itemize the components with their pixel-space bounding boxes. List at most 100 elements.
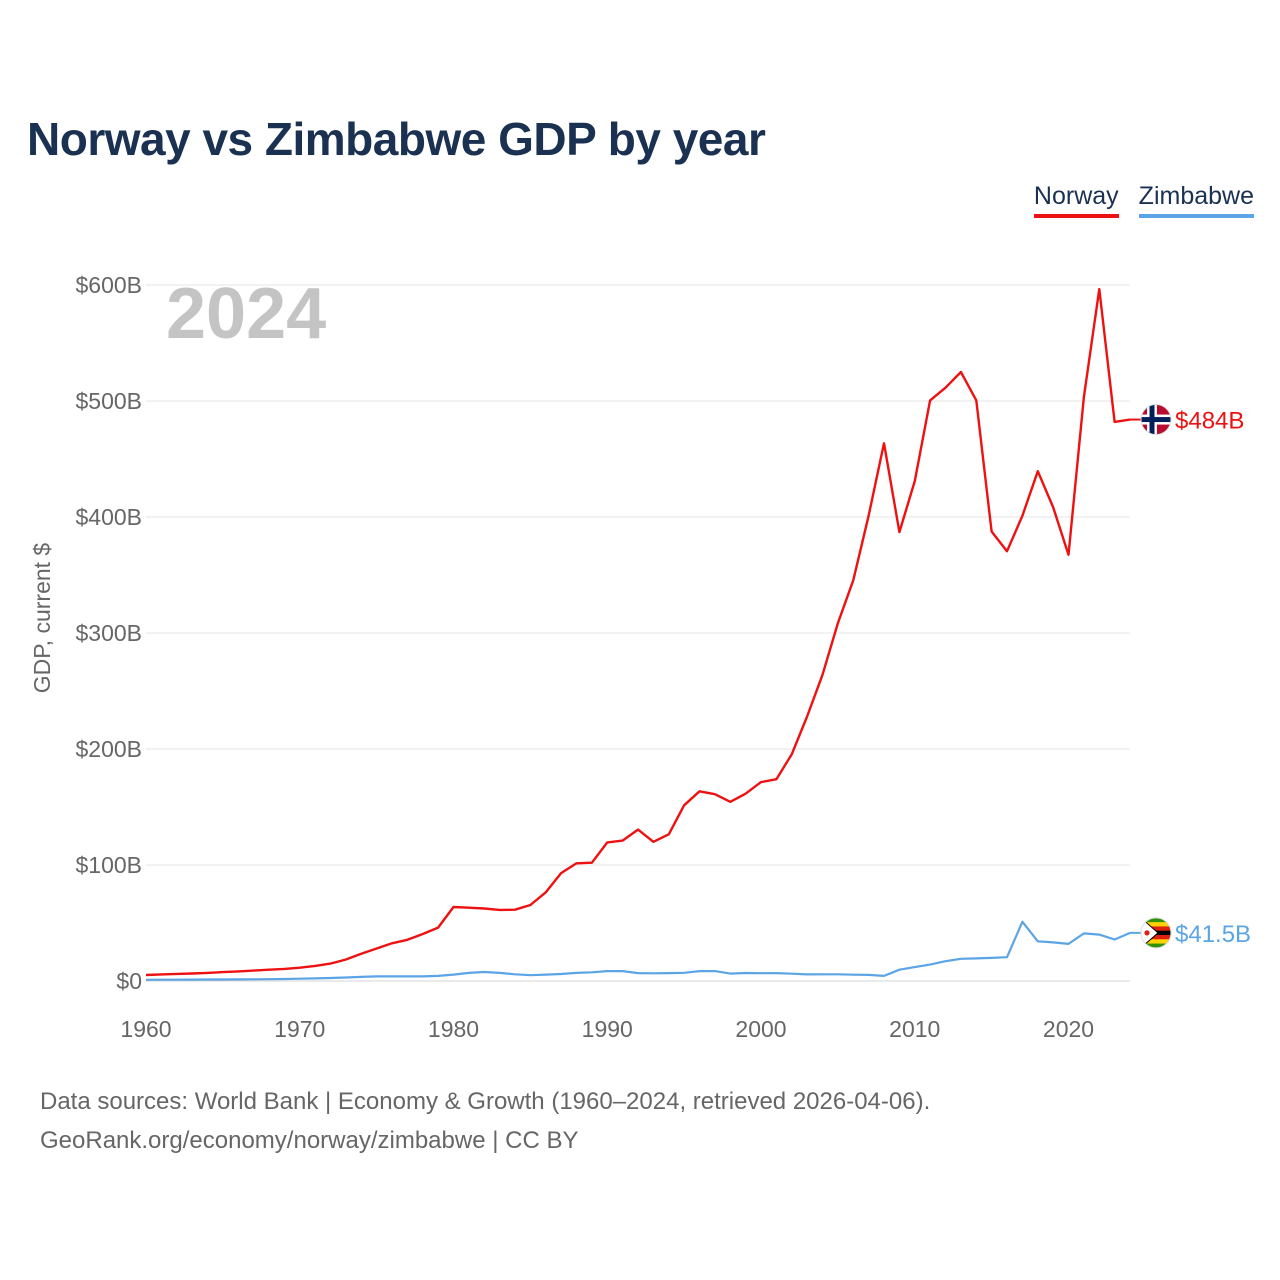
x-tick-label: 1980: [428, 1016, 479, 1042]
legend: Norway Zimbabwe: [1033, 182, 1254, 218]
data-point-zimbabwe: [1097, 932, 1101, 936]
data-point-zimbabwe: [421, 974, 425, 978]
data-point-zimbabwe: [205, 977, 209, 981]
data-point-zimbabwe: [1112, 937, 1116, 941]
data-point-zimbabwe: [651, 971, 655, 975]
year-watermark: 2024: [166, 274, 326, 354]
data-point-zimbabwe: [682, 971, 686, 975]
data-point-zimbabwe: [251, 977, 255, 981]
end-value-label-zimbabwe: $41.5B: [1175, 921, 1251, 948]
x-tick-label: 2020: [1043, 1016, 1094, 1042]
data-point-zimbabwe: [451, 972, 455, 976]
data-point-norway: [205, 971, 209, 975]
data-point-norway: [805, 714, 809, 718]
data-point-norway: [528, 903, 532, 907]
data-point-norway: [221, 970, 225, 974]
data-point-norway: [790, 752, 794, 756]
y-tick-label: $600B: [75, 272, 142, 298]
data-point-norway: [497, 908, 501, 912]
data-point-zimbabwe: [1066, 942, 1070, 946]
data-point-norway: [190, 971, 194, 975]
x-tick-label: 1970: [274, 1016, 325, 1042]
footer: Data sources: World Bank | Economy & Gro…: [40, 1082, 930, 1160]
data-point-norway: [1020, 514, 1024, 518]
data-point-zimbabwe: [1082, 931, 1086, 935]
data-point-norway: [374, 946, 378, 950]
data-point-zimbabwe: [390, 974, 394, 978]
data-point-norway: [697, 789, 701, 793]
data-point-zimbabwe: [467, 971, 471, 975]
data-point-norway: [451, 905, 455, 909]
data-point-zimbabwe: [282, 977, 286, 981]
data-point-zimbabwe: [328, 976, 332, 980]
data-point-zimbabwe: [774, 971, 778, 975]
data-point-norway: [282, 967, 286, 971]
data-point-zimbabwe: [374, 974, 378, 978]
data-point-zimbabwe: [528, 973, 532, 977]
series-line-zimbabwe: [145, 920, 1131, 981]
data-point-norway: [651, 840, 655, 844]
zimbabwe-flag-icon: [1140, 917, 1172, 949]
data-point-norway: [513, 907, 517, 911]
data-point-norway: [436, 925, 440, 929]
data-point-norway: [544, 890, 548, 894]
data-point-norway: [236, 969, 240, 973]
series-line-norway: [145, 287, 1131, 977]
data-point-zimbabwe: [697, 969, 701, 973]
y-tick-label: $200B: [75, 736, 142, 762]
data-point-zimbabwe: [359, 975, 363, 979]
data-point-zimbabwe: [882, 974, 886, 978]
data-point-zimbabwe: [1036, 939, 1040, 943]
data-point-norway: [1097, 287, 1101, 291]
data-point-norway: [559, 871, 563, 875]
data-point-zimbabwe: [313, 976, 317, 980]
data-point-zimbabwe: [590, 970, 594, 974]
data-point-zimbabwe: [559, 972, 563, 976]
data-point-norway: [1051, 505, 1055, 509]
data-point-zimbabwe: [636, 971, 640, 975]
data-point-zimbabwe: [866, 973, 870, 977]
data-point-zimbabwe: [405, 974, 409, 978]
data-point-norway: [251, 968, 255, 972]
y-tick-label: $500B: [75, 388, 142, 414]
legend-item-zimbabwe[interactable]: Zimbabwe: [1138, 182, 1254, 218]
data-point-norway: [897, 530, 901, 534]
data-point-norway: [913, 479, 917, 483]
data-point-zimbabwe: [159, 978, 163, 982]
legend-item-norway[interactable]: Norway: [1033, 182, 1119, 218]
data-point-zimbabwe: [497, 971, 501, 975]
norway-flag-icon: [1140, 404, 1172, 436]
data-point-norway: [405, 938, 409, 942]
data-point-norway: [344, 957, 348, 961]
data-point-zimbabwe: [544, 972, 548, 976]
data-point-norway: [175, 972, 179, 976]
data-point-norway: [1066, 553, 1070, 557]
data-point-norway: [1005, 549, 1009, 553]
y-tick-label: $0: [116, 968, 142, 994]
data-point-norway: [820, 673, 824, 677]
data-point-norway: [482, 906, 486, 910]
data-point-zimbabwe: [989, 956, 993, 960]
data-point-norway: [959, 370, 963, 374]
data-point-zimbabwe: [221, 977, 225, 981]
data-point-zimbabwe: [190, 977, 194, 981]
data-point-norway: [328, 961, 332, 965]
data-point-norway: [728, 800, 732, 804]
data-point-norway: [713, 792, 717, 796]
data-point-zimbabwe: [344, 975, 348, 979]
data-point-norway: [313, 964, 317, 968]
data-point-norway: [574, 861, 578, 865]
data-point-norway: [636, 827, 640, 831]
data-point-norway: [159, 972, 163, 976]
data-point-zimbabwe: [836, 972, 840, 976]
data-point-zimbabwe: [1005, 955, 1009, 959]
data-point-zimbabwe: [667, 971, 671, 975]
data-point-zimbabwe: [897, 968, 901, 972]
data-point-norway: [743, 791, 747, 795]
footer-sources: Data sources: World Bank | Economy & Gro…: [40, 1088, 931, 1115]
data-point-zimbabwe: [974, 956, 978, 960]
data-point-zimbabwe: [943, 959, 947, 963]
data-point-zimbabwe: [605, 969, 609, 973]
footer-attribution[interactable]: GeoRank.org/economy/norway/zimbabwe | CC…: [40, 1127, 579, 1154]
